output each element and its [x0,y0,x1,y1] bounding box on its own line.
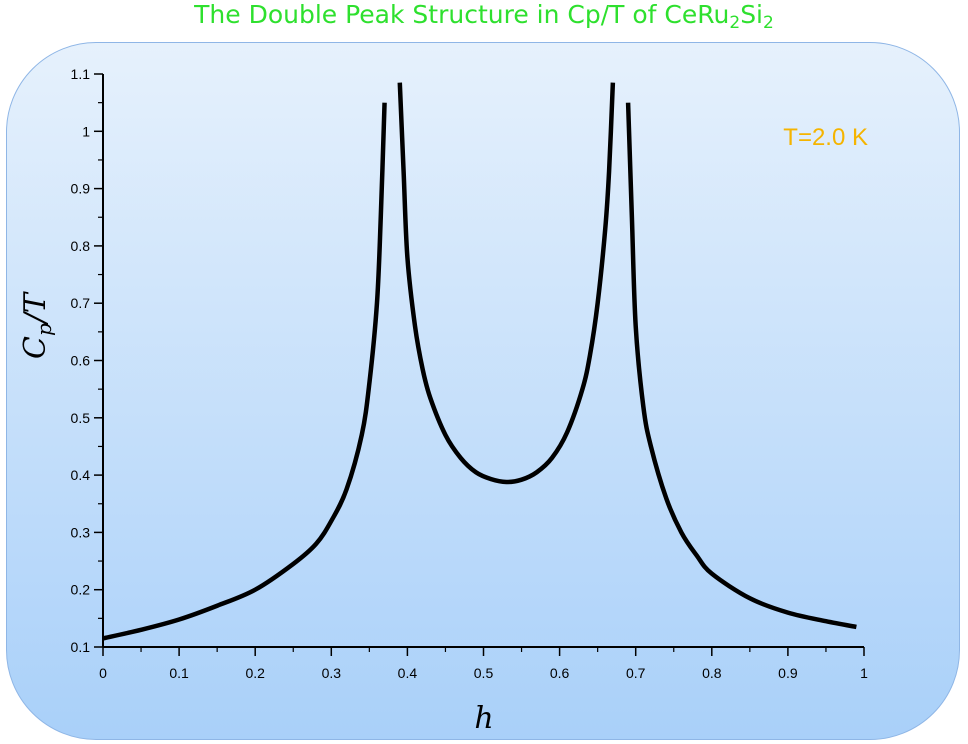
curve-segment-3 [625,102,857,630]
x-tick-label: 0.9 [778,665,798,681]
x-tick-label: 0.2 [245,665,265,681]
y-tick-label: 1 [82,123,90,139]
x-tick-label: 0.3 [322,665,342,681]
y-tick-label: 0.3 [71,524,91,540]
x-tick-label: 0.8 [702,665,722,681]
x-tick-label: 0.6 [550,665,570,681]
curve-segment-1 [102,102,387,641]
x-tick-label: 1 [860,665,868,681]
y-axis-ticks: 0.1 0.2 0.3 0.4 0.5 0.6 0.7 0.8 0.9 1 1.1 [71,66,103,655]
x-axis-ticks: 0 0.1 0.2 0.3 0.4 0.5 0.6 0.7 0.8 0.9 1 [99,647,868,681]
y-tick-label: 0.8 [71,238,91,254]
x-tick-label: 0.5 [474,665,494,681]
chart-title: The Double Peak Structure in Cp/T of CeR… [194,0,774,33]
axes [102,74,864,648]
x-tick-label: 0.1 [169,665,189,681]
y-tick-label: 1.1 [71,66,91,82]
curve-segment-2 [397,82,616,485]
y-tick-label: 0.1 [71,639,91,655]
y-tick-label: 0.5 [71,410,91,426]
y-tick-label: 0.9 [71,181,91,197]
y-tick-label: 0.4 [71,467,91,483]
temperature-annotation: T=2.0 K [783,124,868,151]
x-tick-label: 0 [99,665,107,681]
y-tick-label: 0.2 [71,582,91,598]
x-tick-label: 0.4 [398,665,418,681]
data-curves [102,82,857,641]
x-tick-label: 0.7 [626,665,646,681]
y-tick-label: 0.6 [71,353,91,369]
x-axis-title: h [474,701,493,736]
y-axis-title: Cp/T [18,291,56,359]
y-tick-label: 0.7 [71,295,91,311]
